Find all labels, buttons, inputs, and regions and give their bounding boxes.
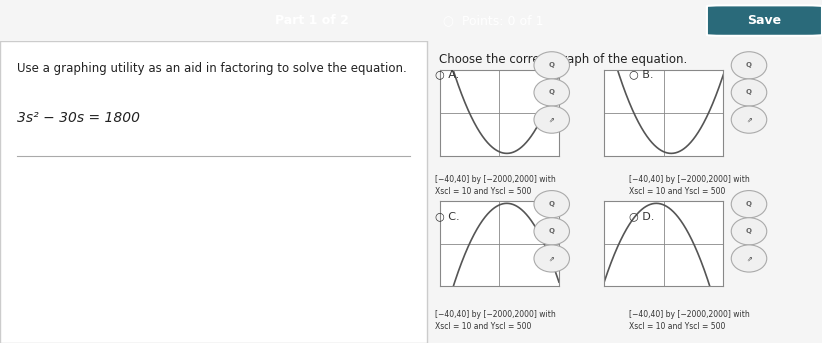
Text: ○  Points: 0 of 1: ○ Points: 0 of 1	[443, 14, 543, 27]
Circle shape	[534, 52, 570, 79]
Text: Q: Q	[746, 228, 752, 234]
Text: Q: Q	[549, 228, 555, 234]
Circle shape	[534, 245, 570, 272]
FancyBboxPatch shape	[707, 5, 822, 36]
Text: [−40,40] by [−2000,2000] with
Xscl = 10 and Yscl = 500: [−40,40] by [−2000,2000] with Xscl = 10 …	[436, 176, 556, 196]
Text: ○ B.: ○ B.	[629, 69, 653, 79]
Circle shape	[732, 191, 767, 218]
Text: Q: Q	[746, 201, 752, 207]
Text: ⇗: ⇗	[549, 256, 555, 261]
Circle shape	[732, 218, 767, 245]
Text: ⇗: ⇗	[746, 256, 752, 261]
Text: ○ C.: ○ C.	[436, 211, 460, 221]
Circle shape	[732, 79, 767, 106]
FancyBboxPatch shape	[0, 41, 427, 343]
Text: [−40,40] by [−2000,2000] with
Xscl = 10 and Yscl = 500: [−40,40] by [−2000,2000] with Xscl = 10 …	[436, 310, 556, 331]
Circle shape	[534, 106, 570, 133]
Text: Q: Q	[549, 62, 555, 68]
Circle shape	[534, 191, 570, 218]
Text: Use a graphing utility as an aid in factoring to solve the equation.: Use a graphing utility as an aid in fact…	[17, 62, 407, 75]
Text: [−40,40] by [−2000,2000] with
Xscl = 10 and Yscl = 500: [−40,40] by [−2000,2000] with Xscl = 10 …	[629, 176, 750, 196]
Text: Choose the correct graph of the equation.: Choose the correct graph of the equation…	[439, 53, 687, 66]
Circle shape	[534, 79, 570, 106]
Circle shape	[732, 106, 767, 133]
Text: Save: Save	[747, 14, 782, 27]
Text: Part 1 of 2: Part 1 of 2	[275, 14, 349, 27]
Text: [−40,40] by [−2000,2000] with
Xscl = 10 and Yscl = 500: [−40,40] by [−2000,2000] with Xscl = 10 …	[629, 310, 750, 331]
Text: Q: Q	[746, 62, 752, 68]
Text: ⇗: ⇗	[746, 117, 752, 123]
Text: ○ A.: ○ A.	[436, 69, 459, 79]
Circle shape	[732, 245, 767, 272]
Circle shape	[534, 218, 570, 245]
Text: Q: Q	[746, 90, 752, 95]
Text: 3s² − 30s = 1800: 3s² − 30s = 1800	[17, 110, 140, 125]
Text: ⇗: ⇗	[549, 117, 555, 123]
Text: Q: Q	[549, 201, 555, 207]
Circle shape	[732, 52, 767, 79]
Text: ○ D.: ○ D.	[629, 211, 654, 221]
Text: Q: Q	[549, 90, 555, 95]
